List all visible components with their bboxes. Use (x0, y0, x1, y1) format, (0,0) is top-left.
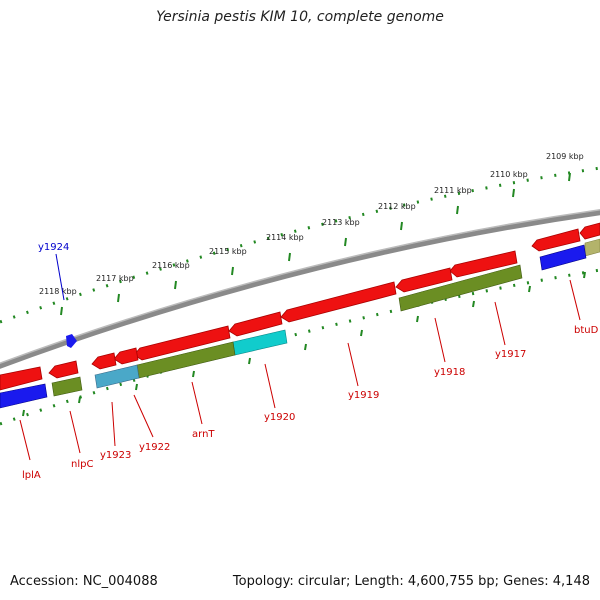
scale-tick (174, 280, 177, 290)
scale-tick (528, 285, 531, 293)
kbp-label: 2110 kbp (490, 170, 528, 179)
cog-block (0, 383, 48, 409)
outer-scale-dots (0, 166, 600, 324)
major-ticks (22, 172, 586, 417)
map-title: Yersinia pestis KIM 10, complete genome (156, 9, 444, 25)
scale-tick (78, 396, 81, 404)
scale-tick (456, 205, 459, 215)
scale-tick (344, 237, 347, 247)
gene-arrow[interactable] (0, 366, 43, 391)
gene-label-y1923[interactable]: y1923 (100, 450, 131, 461)
gene-arrow[interactable] (280, 281, 397, 323)
scale-tick (192, 370, 195, 378)
gene-label-nlpc[interactable]: nlpC (71, 459, 93, 470)
gene-label-y1918[interactable]: y1918 (434, 367, 465, 378)
scale-tick (400, 221, 403, 231)
backbone-highlight (0, 208, 600, 364)
kbp-label: 2115 kbp (209, 247, 247, 256)
gene-label-y1919[interactable]: y1919 (348, 390, 379, 401)
scale-tick (135, 383, 138, 391)
red-gene-track (0, 222, 600, 391)
scale-tick (360, 329, 363, 337)
scale-tick (512, 188, 515, 198)
gene-arrow[interactable] (531, 228, 581, 252)
scale-tick (231, 266, 234, 276)
kbp-label: 2116 kbp (152, 261, 190, 270)
cog-block (94, 364, 140, 389)
cog-block (539, 244, 587, 271)
gene-arrow[interactable] (579, 222, 600, 240)
kbp-label: 2114 kbp (266, 233, 304, 242)
gene-arrow[interactable] (449, 250, 518, 278)
gene-label-btud[interactable]: btuD (574, 325, 599, 336)
scale-tick (583, 271, 586, 279)
backbone-arc (0, 210, 600, 369)
gene-label-y1920[interactable]: y1920 (264, 412, 295, 423)
gene-arrow[interactable] (228, 311, 283, 337)
cog-block (584, 238, 600, 257)
scale-tick (568, 172, 571, 182)
scale-tick (22, 409, 25, 417)
highlight-gene-label[interactable]: y1924 (38, 242, 69, 253)
kbp-label: 2117 kbp (96, 274, 134, 283)
scale-tick (472, 300, 475, 308)
kbp-label: 2112 kbp (378, 202, 416, 211)
highlight-leader-line (55, 253, 65, 301)
scale-tick (416, 315, 419, 323)
gene-leader-lines (19, 279, 581, 461)
accession-text: Accession: NC_004088 (10, 574, 158, 589)
genome-summary-text: Topology: circular; Length: 4,600,755 bp… (232, 574, 590, 589)
scale-tick (288, 252, 291, 262)
cog-block (51, 376, 83, 397)
gene-arrow[interactable] (113, 347, 139, 365)
scale-tick (304, 343, 307, 351)
kbp-label: 2109 kbp (546, 152, 584, 161)
gene-label-y1922[interactable]: y1922 (139, 442, 170, 453)
kbp-label: 2113 kbp (322, 218, 360, 227)
scale-tick (60, 306, 63, 316)
scale-tick (248, 357, 251, 365)
gene-arrow[interactable] (48, 360, 79, 379)
gene-labels: btuD y1917 y1918 y1919 y1920 arnT y1922 … (22, 325, 599, 481)
gene-label-y1917[interactable]: y1917 (495, 349, 526, 360)
gene-label-arnt[interactable]: arnT (192, 429, 215, 440)
cog-track (0, 238, 600, 409)
gene-label-lpla[interactable]: lplA (22, 470, 41, 481)
kbp-label: 2118 kbp (39, 287, 77, 296)
gene-arrow[interactable] (395, 267, 453, 293)
highlight-gene-marker[interactable] (66, 334, 77, 348)
gene-arrow[interactable] (91, 352, 117, 370)
kbp-labels: 2109 kbp 2110 kbp 2111 kbp 2112 kbp 2113… (39, 152, 584, 296)
scale-tick (117, 293, 120, 303)
cog-block (398, 264, 523, 312)
kbp-label: 2111 kbp (434, 186, 472, 195)
inner-scale-dots (0, 268, 600, 426)
